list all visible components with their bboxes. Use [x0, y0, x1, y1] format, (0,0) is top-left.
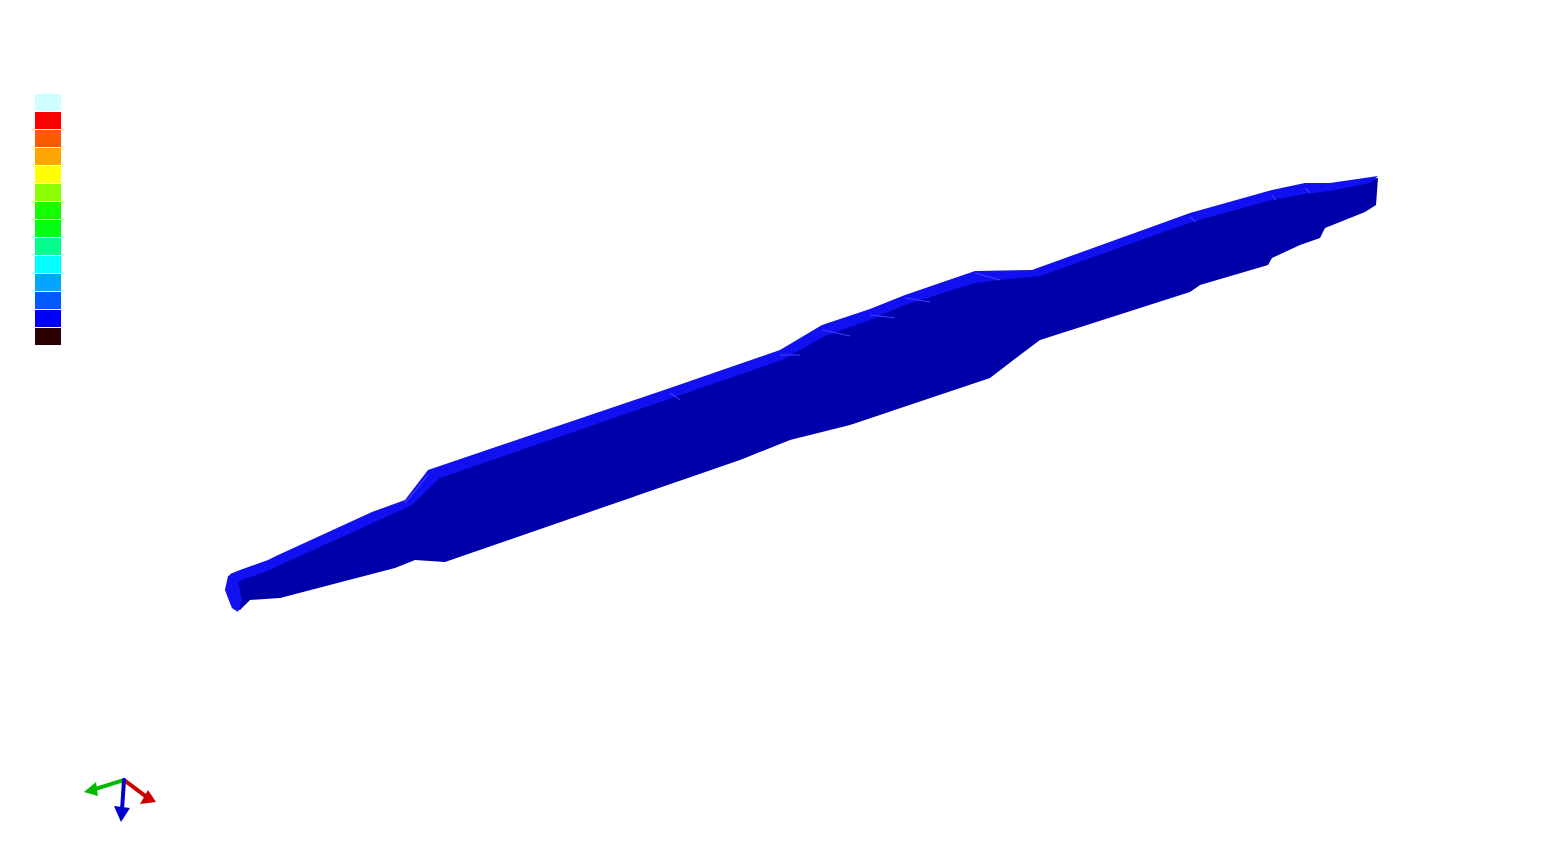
- shaft-left-end-cap: [225, 572, 242, 612]
- legend-swatch: [35, 112, 61, 129]
- shaft-body: [225, 178, 1378, 610]
- legend-swatch: [35, 274, 61, 291]
- triad-z-axis: [114, 778, 130, 822]
- legend-swatch: [35, 256, 61, 273]
- legend-swatch: [35, 148, 61, 165]
- orientation-triad: [84, 778, 156, 822]
- legend-swatch: [35, 184, 61, 201]
- triad-x-axis: [122, 778, 156, 804]
- shaft-edges: [404, 187, 1311, 504]
- legend-swatch: [35, 220, 61, 237]
- legend-swatch: [35, 202, 61, 219]
- legend-swatch: [35, 292, 61, 309]
- legend-swatch: [35, 328, 61, 345]
- color-legend: [35, 94, 61, 346]
- legend-swatch: [35, 166, 61, 183]
- legend-swatch: [35, 238, 61, 255]
- triad-y-axis: [84, 778, 126, 796]
- legend-swatch: [35, 130, 61, 147]
- legend-swatch: [35, 310, 61, 327]
- legend-swatch: [35, 94, 61, 111]
